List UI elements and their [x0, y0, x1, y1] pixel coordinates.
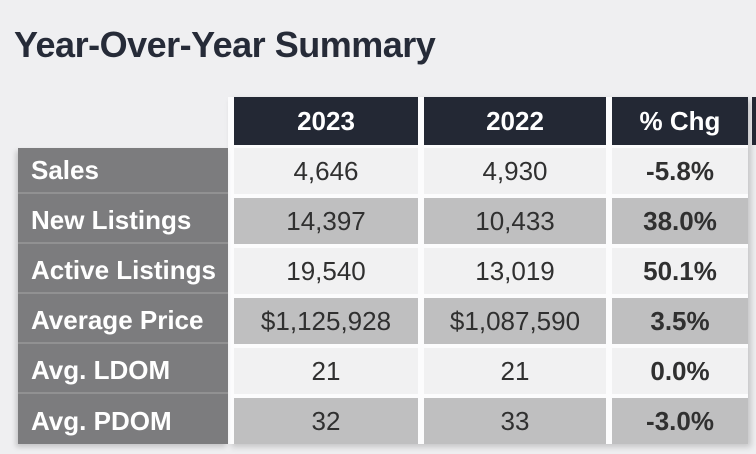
table-row: Avg. LDOM 21 21 0.0%	[18, 348, 748, 394]
table-row: Active Listings 19,540 13,019 50.1%	[18, 248, 748, 294]
value-2022: 4,930	[424, 148, 606, 194]
table-row: Average Price $1,125,928 $1,087,590 3.5%	[18, 298, 748, 344]
page-title: Year-Over-Year Summary	[14, 24, 436, 65]
value-2022: 13,019	[424, 248, 606, 294]
cropped-adjacent-header-edge	[752, 97, 756, 145]
pct-change: 3.5%	[612, 298, 748, 344]
pct-change: -5.8%	[612, 148, 748, 194]
pct-change: 38.0%	[612, 198, 748, 244]
header-corner-spacer	[18, 97, 228, 145]
row-label: Active Listings	[18, 248, 228, 294]
pct-change: 50.1%	[612, 248, 748, 294]
value-2022: $1,087,590	[424, 298, 606, 344]
table-row: Avg. PDOM 32 33 -3.0%	[18, 398, 748, 444]
pct-change: 0.0%	[612, 348, 748, 394]
value-2022: 10,433	[424, 198, 606, 244]
value-2023: 14,397	[234, 198, 418, 244]
label-column-background	[18, 148, 228, 444]
value-2023: $1,125,928	[234, 298, 418, 344]
row-label: New Listings	[18, 198, 228, 244]
row-label: Avg. PDOM	[31, 405, 172, 436]
column-header-2023: 2023	[234, 97, 418, 145]
value-2023: 32	[234, 398, 418, 444]
table-row: Sales 4,646 4,930 -5.8%	[18, 148, 748, 194]
column-header-pct-chg: % Chg	[612, 97, 748, 145]
pct-change: -3.0%	[612, 398, 748, 444]
value-2023: 19,540	[234, 248, 418, 294]
column-header-2022: 2022	[424, 97, 606, 145]
header-row: 2023 2022 % Chg	[18, 97, 748, 145]
value-2022: 21	[424, 348, 606, 394]
yoy-summary-table: 2023 2022 % Chg Sales 4,646 4,930 -5.8% …	[18, 97, 748, 445]
value-2023: 4,646	[234, 148, 418, 194]
row-label: Sales	[18, 148, 228, 194]
row-label: Avg. LDOM	[18, 348, 228, 394]
value-2022: 33	[424, 398, 606, 444]
table-row: New Listings 14,397 10,433 38.0%	[18, 198, 748, 244]
row-label: Average Price	[18, 298, 228, 344]
value-2023: 21	[234, 348, 418, 394]
